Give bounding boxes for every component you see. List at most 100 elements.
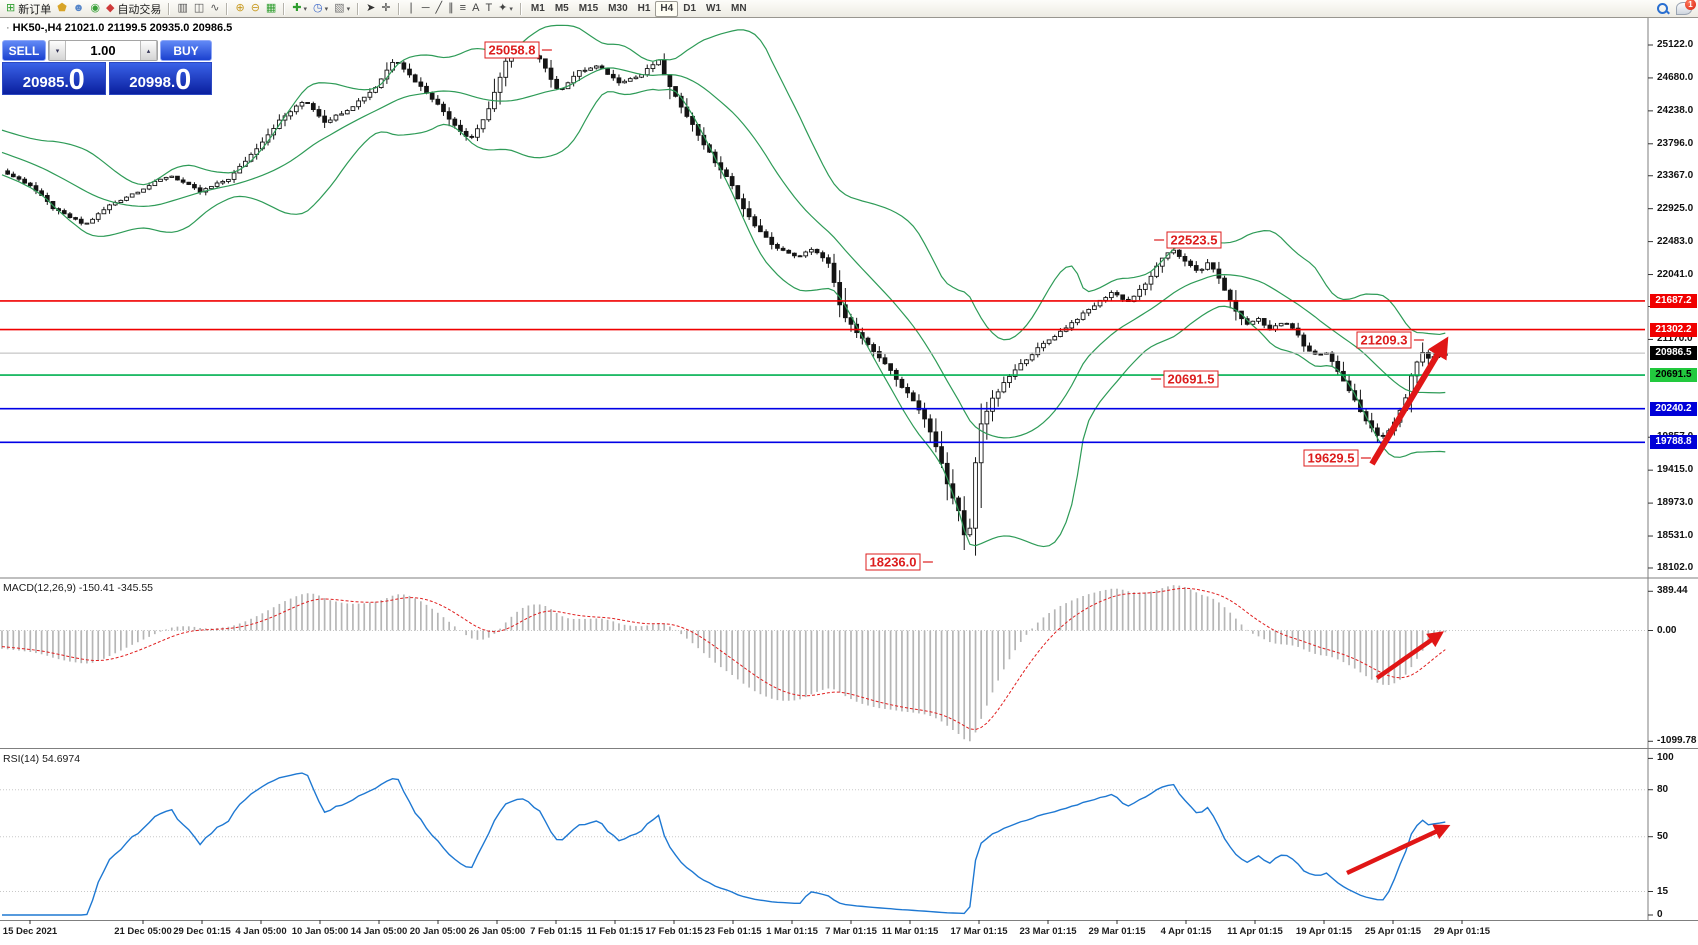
- line-chart-button[interactable]: ∿: [207, 1, 222, 16]
- text-button[interactable]: A: [469, 1, 482, 16]
- buy-price[interactable]: 20998. 0: [108, 62, 212, 95]
- equidistant-channel-icon: ∥: [448, 2, 454, 14]
- time-axis-label: 25 Apr 01:15: [1364, 926, 1422, 937]
- signals-icon: ◉: [90, 2, 100, 14]
- bar-chart-icon: ▥: [177, 2, 188, 14]
- candlestick-chart-button[interactable]: ◫: [191, 1, 207, 16]
- timeframe-m5[interactable]: M5: [554, 3, 569, 14]
- cursor-icon: ➤: [366, 2, 376, 14]
- price-axis-tick: 18102.0: [1657, 561, 1694, 573]
- crosshair-icon: ✛: [381, 2, 391, 14]
- bollinger-bands: [1, 24, 1446, 548]
- volume-input[interactable]: [66, 41, 140, 60]
- annotation-label-21209.3[interactable]: 21209.3: [1356, 331, 1412, 349]
- chevron-down-icon: ▾: [509, 5, 513, 13]
- annotation-label-20691.5[interactable]: 20691.5: [1163, 370, 1219, 388]
- price-axis-tick: 25122.0: [1657, 39, 1694, 50]
- volume-increase-button[interactable]: ▴: [140, 41, 157, 60]
- toolbar-separator: [397, 2, 400, 15]
- red-arrow-object[interactable]: [1346, 824, 1451, 876]
- time-axis-label: 17 Mar 01:15: [950, 926, 1008, 937]
- fibonacci-button[interactable]: ≡: [457, 1, 469, 16]
- time-axis-label: 29 Dec 01:15: [173, 926, 231, 937]
- toolbar-separator: [357, 2, 360, 15]
- templates-button[interactable]: ▧ ▾: [331, 1, 353, 16]
- horizontal-line-icon: ─: [421, 2, 430, 14]
- toolbar-separator: [283, 2, 286, 15]
- notifications-icon[interactable]: 1: [1676, 0, 1696, 15]
- indicators-button[interactable]: ✚ ▾: [289, 1, 310, 16]
- timeframe-w1[interactable]: W1: [706, 3, 722, 14]
- macd-signal-line: [1, 587, 1446, 731]
- horizontal-line-button[interactable]: ─: [419, 1, 433, 16]
- time-axis-label: 4 Jan 05:00: [235, 926, 287, 937]
- bollinger-middle-band: [1, 67, 1446, 439]
- new-order-button[interactable]: ⊞ 新订单: [3, 1, 54, 16]
- timeframe-m30[interactable]: M30: [608, 3, 628, 14]
- text-label-button[interactable]: T: [482, 1, 495, 16]
- indicators-icon: ✚: [292, 2, 302, 14]
- chevron-down-icon: ▾: [346, 5, 351, 13]
- timeframe-d1[interactable]: D1: [683, 3, 697, 14]
- timeframe-m1[interactable]: M1: [530, 3, 545, 14]
- sell-button[interactable]: SELL: [2, 40, 46, 61]
- search-icon[interactable]: [1656, 2, 1670, 15]
- annotation-label-19629.5[interactable]: 19629.5: [1303, 449, 1359, 467]
- profile-button[interactable]: ☻: [70, 1, 88, 16]
- signals-button[interactable]: ◉: [87, 1, 103, 16]
- price-axis-tick: 18531.0: [1657, 530, 1694, 542]
- time-axis-label: 19 Apr 01:15: [1295, 926, 1353, 937]
- equidistant-channel-button[interactable]: ∥: [445, 1, 457, 16]
- timeframe-mn[interactable]: MN: [731, 3, 747, 14]
- periods-button[interactable]: ◷ ▾: [310, 1, 331, 16]
- cursor-button[interactable]: ➤: [363, 1, 378, 16]
- red-arrow-object[interactable]: [1375, 631, 1444, 680]
- buy-button[interactable]: BUY: [160, 40, 212, 61]
- rsi-axis-tick: 15: [1657, 885, 1669, 897]
- one-click-trading-panel: SELL ▾ ▴ BUY 20985.0 20998.0: [2, 40, 212, 95]
- shapes-icon: ✦: [498, 2, 508, 14]
- vertical-line-button[interactable]: ❘: [404, 1, 419, 16]
- price-axis-tick: 23796.0: [1657, 137, 1694, 149]
- horizontal-line-objects[interactable]: [0, 300, 1645, 444]
- zoom-out-icon: ⊖: [250, 2, 260, 14]
- annotation-label-18236.0[interactable]: 18236.0: [865, 553, 921, 571]
- volume-decrease-button[interactable]: ▾: [49, 41, 66, 60]
- time-axis-label: 11 Mar 01:15: [881, 926, 939, 937]
- trend-arrows[interactable]: [1346, 336, 1451, 876]
- sell-price-main: 20985.: [22, 74, 69, 91]
- shapes-button[interactable]: ✦ ▾: [495, 1, 516, 16]
- price-axis-tick: 19415.0: [1657, 464, 1694, 476]
- rsi-axis-tick: 80: [1657, 783, 1669, 795]
- time-axis-label: 23 Mar 01:15: [1019, 926, 1077, 937]
- autotrading-icon: ◆: [105, 2, 115, 14]
- candlestick-chart-icon: ◫: [193, 2, 205, 14]
- time-axis-label: 15 Dec 2021: [2, 926, 58, 937]
- timeframe-h4[interactable]: H4: [655, 0, 679, 17]
- autotrading-button[interactable]: ◆ 自动交易: [103, 1, 164, 16]
- candlestick-series: [5, 48, 1448, 556]
- sell-price[interactable]: 20985. 0: [2, 62, 106, 95]
- rsi-axis-tick: 0: [1657, 909, 1663, 920]
- zoom-out-button[interactable]: ⊖: [248, 1, 263, 16]
- zoom-in-button[interactable]: ⊕: [232, 1, 247, 16]
- tile-windows-button[interactable]: ▦: [263, 1, 279, 16]
- periods-icon: ◷: [313, 2, 323, 14]
- crosshair-button[interactable]: ✛: [378, 1, 393, 16]
- time-axis-label: 14 Jan 05:00: [350, 926, 408, 937]
- annotation-label-25058.8[interactable]: 25058.8: [484, 41, 540, 59]
- trendline-button[interactable]: ╱: [433, 1, 446, 16]
- bar-chart-button[interactable]: ▥: [174, 1, 190, 16]
- chart-title-text: HK50-,H4 21021.0 21199.5 20935.0 20986.5: [12, 22, 233, 34]
- trendline-icon: ╱: [435, 2, 443, 14]
- red-arrow-object[interactable]: [1369, 336, 1449, 466]
- timeframe-m15[interactable]: M15: [578, 3, 599, 14]
- time-axis-label: 29 Mar 01:15: [1088, 926, 1146, 937]
- toolbar-separator: [168, 2, 171, 15]
- time-axis-label: 7 Mar 01:15: [825, 926, 877, 937]
- eraser-button[interactable]: ⬟: [54, 1, 70, 16]
- time-axis-label: 10 Jan 05:00: [291, 926, 349, 937]
- timeframe-h1[interactable]: H1: [637, 3, 651, 14]
- price-axis-tick: 18973.0: [1657, 497, 1694, 509]
- annotation-label-22523.5[interactable]: 22523.5: [1166, 231, 1222, 249]
